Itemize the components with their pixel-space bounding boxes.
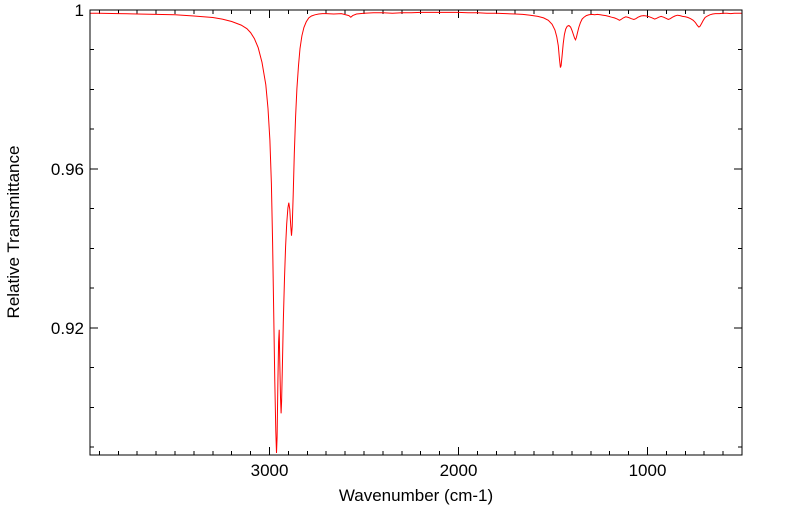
y-axis-title: Relative Transmittance bbox=[4, 146, 23, 319]
svg-text:3000: 3000 bbox=[251, 461, 289, 480]
axis-ticks bbox=[90, 9, 742, 455]
svg-text:1: 1 bbox=[75, 1, 84, 20]
svg-text:0.96: 0.96 bbox=[51, 160, 84, 179]
spectrum-line bbox=[90, 11, 742, 454]
x-axis-title: Wavenumber (cm-1) bbox=[339, 486, 493, 505]
plot-frame bbox=[89, 9, 743, 456]
svg-text:2000: 2000 bbox=[440, 461, 478, 480]
svg-text:0.92: 0.92 bbox=[51, 319, 84, 338]
svg-text:1000: 1000 bbox=[629, 461, 667, 480]
tick-labels: 3000 2000 1000 0.92 0.96 1 bbox=[51, 1, 667, 480]
